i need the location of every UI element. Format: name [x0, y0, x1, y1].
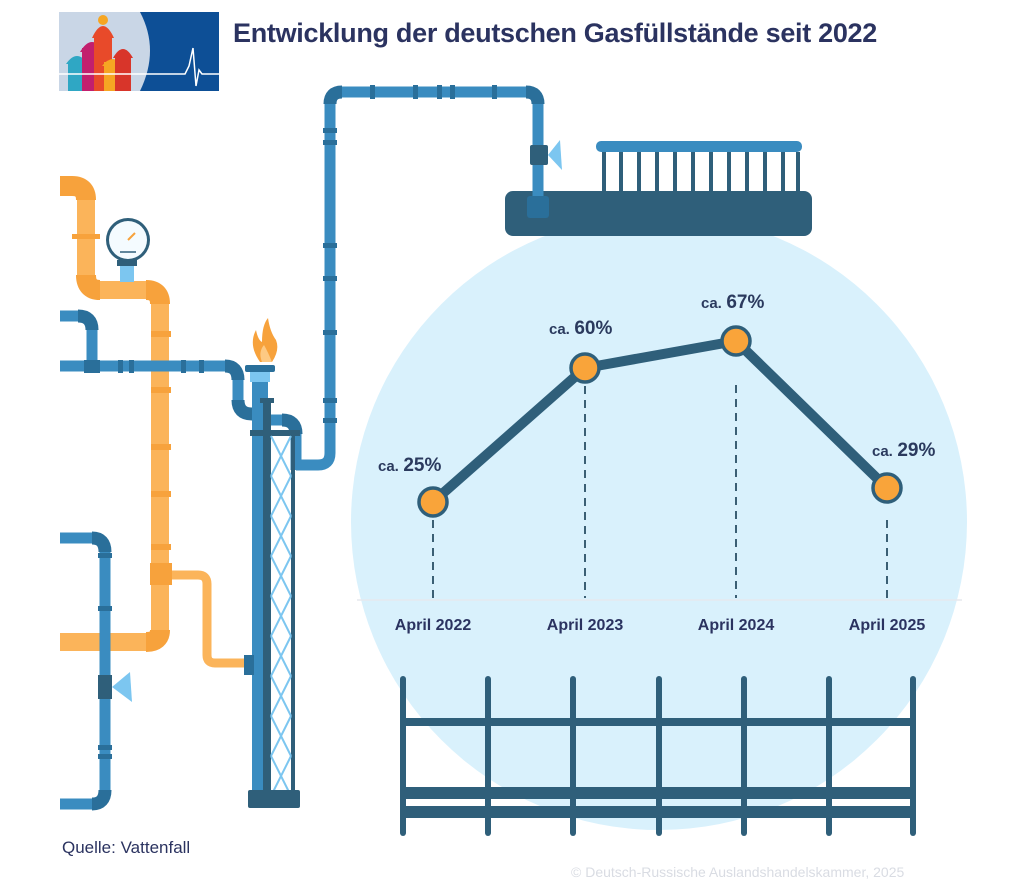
data-point	[417, 486, 449, 518]
data-line	[428, 336, 892, 507]
value-label: ca. 67%	[701, 292, 765, 313]
x-axis-label: April 2025	[848, 617, 926, 634]
data-point	[871, 472, 903, 504]
page-title: Entwicklung der deutschen Gasfüllstände …	[233, 18, 877, 48]
logo-icon	[59, 12, 219, 91]
x-axis-label: April 2023	[546, 617, 624, 634]
data-point	[569, 352, 601, 384]
copyright-note: © Deutsch-Russische Auslandshandelskamme…	[571, 864, 905, 880]
value-label: ca. 25%	[378, 455, 442, 476]
value-label: ca. 60%	[549, 318, 613, 339]
orange-pipes	[60, 176, 245, 668]
data-point	[720, 325, 752, 357]
supply-pipe	[296, 85, 562, 471]
x-axis-label: April 2024	[697, 617, 775, 634]
gas-tank	[351, 141, 967, 836]
pressure-gauge-icon	[106, 218, 150, 282]
value-label: ca. 29%	[872, 440, 936, 461]
line-chart	[357, 325, 962, 601]
flare-column	[244, 318, 300, 808]
source-note: Quelle: Vattenfall	[62, 838, 191, 857]
x-axis-label: April 2022	[394, 617, 472, 634]
